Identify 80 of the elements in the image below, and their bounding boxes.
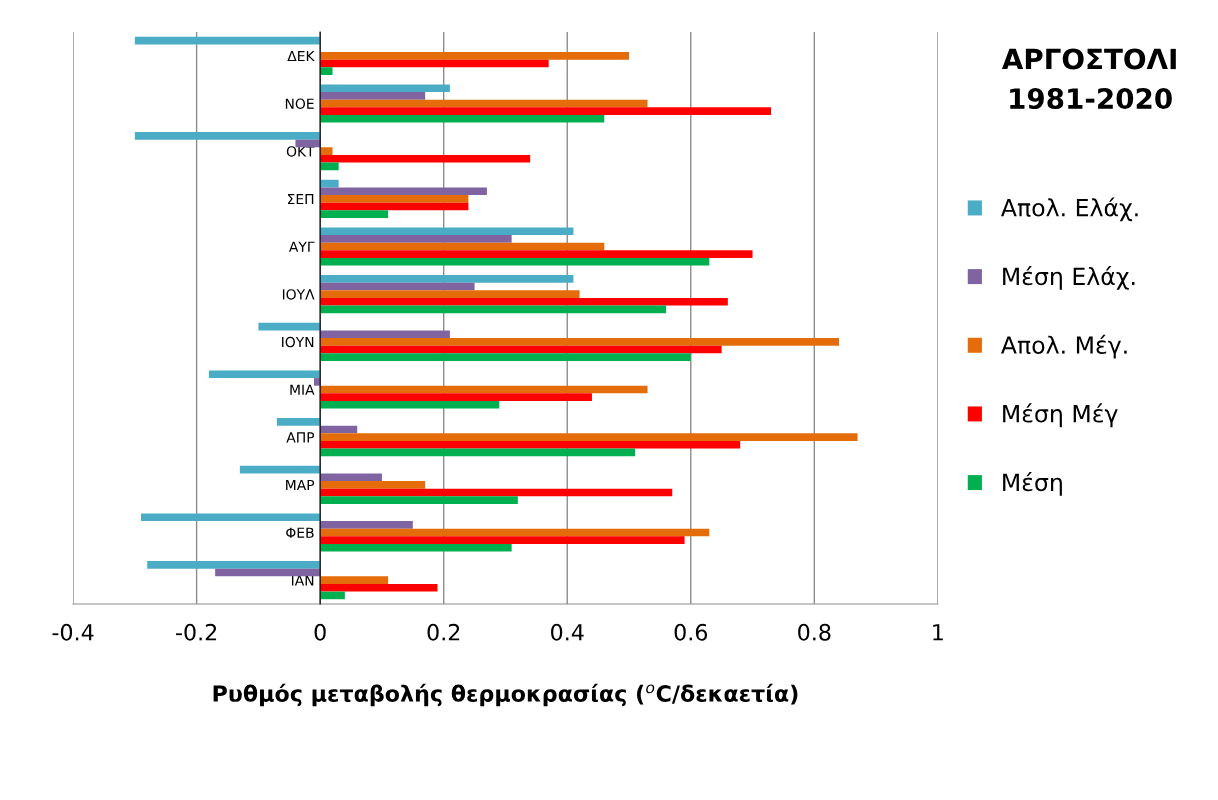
bar	[320, 257, 710, 266]
bar	[320, 521, 413, 529]
bar	[320, 583, 438, 592]
bar	[134, 36, 321, 45]
bar	[320, 290, 580, 298]
bar	[320, 297, 728, 306]
y-tick-label: ΙΟΥΝ	[282, 336, 314, 348]
x-tick-label: -0.4	[52, 623, 94, 641]
bar	[320, 393, 592, 401]
legend-label: Μέση Μέγ	[1003, 403, 1118, 428]
y-tick-label: ΑΠΡ	[286, 432, 315, 443]
bar	[208, 370, 321, 379]
bar	[320, 353, 691, 361]
bar	[320, 282, 475, 291]
x-tick-label: 0.4	[551, 623, 584, 641]
bar	[320, 52, 630, 60]
bar	[320, 305, 667, 314]
x-tick-label: 1	[933, 624, 943, 641]
bar	[320, 440, 741, 449]
y-tick-label: ΝΟΕ	[285, 98, 314, 109]
bar	[320, 330, 450, 339]
bar	[134, 132, 321, 140]
legend-label: Μέση	[1003, 472, 1062, 496]
x-tick-label: 0.8	[798, 623, 831, 641]
bar	[320, 210, 389, 218]
x-tick-label: -0.2	[176, 623, 217, 641]
bar	[276, 418, 321, 426]
bar	[215, 568, 321, 577]
bar	[320, 345, 722, 354]
bar	[141, 513, 321, 522]
bar	[320, 385, 648, 394]
bar	[320, 114, 605, 123]
bar	[320, 543, 512, 552]
bar	[320, 481, 426, 489]
bar	[320, 488, 673, 497]
bar	[320, 227, 574, 236]
bar	[320, 496, 518, 504]
y-tick-label: ΜΙΑ	[290, 384, 315, 395]
bar	[147, 561, 321, 569]
bar	[320, 195, 469, 203]
y-tick-label: ΔΕΚ	[287, 50, 315, 62]
bar	[320, 187, 487, 196]
bar	[320, 67, 333, 75]
text: ΑΡΓΟΣΤΟΛΙ 1981-2020	[1001, 48, 1176, 110]
bar	[258, 322, 321, 331]
bar	[320, 275, 574, 283]
x-axis-title: Ρυθμός μεταβολής θερμοκρασίας ($^{o}$C/δεκαετία)	[213, 683, 798, 707]
bar	[313, 378, 321, 386]
x-tick-label: 0.6	[674, 623, 708, 641]
bar	[320, 92, 426, 100]
legend-label: Μέση Ελάχ.	[1003, 266, 1135, 290]
bar	[320, 338, 840, 346]
x-tick-label: 0	[314, 623, 326, 641]
legend-label: Απολ. Ελάχ.	[1001, 197, 1138, 222]
legend-label: Απολ. Μέγ.	[1001, 334, 1127, 359]
y-tick-label: ΙΟΥΛ	[282, 289, 315, 300]
bar	[295, 139, 321, 148]
bar	[320, 448, 636, 457]
bar	[320, 59, 549, 68]
bar	[320, 84, 450, 93]
bar	[320, 242, 605, 251]
bar	[239, 465, 321, 474]
bar	[320, 473, 382, 482]
bar	[320, 99, 648, 108]
y-tick-label: ΦΕΒ	[286, 527, 314, 538]
bar	[320, 202, 469, 211]
x-tick-label: 0.2	[427, 623, 460, 641]
bar	[320, 154, 531, 163]
bar	[320, 536, 685, 544]
y-tick-label: ΜΑΡ	[286, 479, 315, 491]
bar	[320, 433, 858, 441]
bar	[320, 235, 512, 243]
bar	[320, 576, 389, 584]
bar	[320, 528, 710, 537]
bar	[320, 250, 753, 258]
bar	[320, 147, 333, 155]
y-tick-label: ΑΥΓ	[288, 241, 315, 252]
y-tick-label: ΣΕΠ	[287, 193, 314, 205]
bar	[320, 107, 772, 115]
bar	[320, 400, 500, 409]
